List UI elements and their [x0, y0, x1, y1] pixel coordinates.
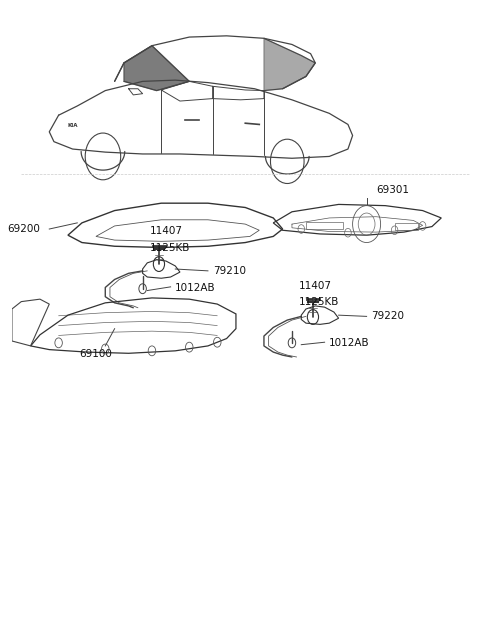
- Text: 79210: 79210: [213, 266, 246, 276]
- Text: 1012AB: 1012AB: [329, 339, 370, 349]
- Text: 1125KB: 1125KB: [150, 242, 190, 253]
- Text: 1125KB: 1125KB: [299, 297, 339, 307]
- Text: 11407: 11407: [299, 281, 332, 290]
- Polygon shape: [124, 46, 189, 91]
- Text: 69301: 69301: [376, 185, 409, 195]
- Bar: [306, 222, 343, 229]
- Text: 69100: 69100: [80, 349, 112, 359]
- Text: 79220: 79220: [371, 311, 404, 321]
- Text: 1012AB: 1012AB: [175, 283, 216, 293]
- Bar: [395, 223, 418, 231]
- Polygon shape: [264, 38, 315, 91]
- Text: 69200: 69200: [7, 224, 40, 234]
- Text: 11407: 11407: [150, 226, 182, 237]
- Text: KIA: KIA: [67, 123, 78, 128]
